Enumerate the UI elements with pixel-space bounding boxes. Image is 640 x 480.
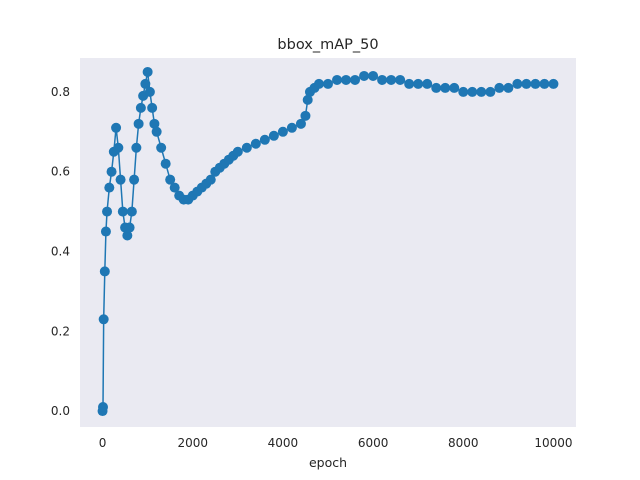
data-point [341, 74, 352, 85]
data-point [205, 174, 216, 185]
data-point [99, 266, 110, 277]
data-point [530, 78, 541, 89]
data-point [302, 94, 313, 105]
data-point [115, 174, 126, 185]
data-point [98, 314, 109, 325]
x-tick-label: 0 [99, 436, 107, 450]
data-point [131, 142, 142, 153]
data-point [413, 78, 424, 89]
x-axis: 0 2000 4000 6000 8000 10000 [99, 436, 573, 450]
data-point [512, 78, 523, 89]
data-point [449, 82, 460, 93]
data-point [386, 74, 397, 85]
data-point [149, 118, 160, 129]
data-point [332, 74, 343, 85]
y-tick-label: 0.6 [51, 165, 70, 179]
data-point [286, 122, 297, 133]
data-point [133, 118, 144, 129]
data-point [165, 174, 176, 185]
data-point [295, 118, 306, 129]
data-point [135, 102, 146, 113]
series-layer [97, 66, 559, 417]
data-point [144, 86, 155, 97]
y-tick-label: 0.0 [51, 404, 70, 418]
data-point [156, 142, 167, 153]
data-point [126, 206, 137, 217]
data-point [250, 138, 261, 149]
data-point [377, 74, 388, 85]
data-point [467, 86, 478, 97]
data-point [431, 82, 442, 93]
x-tick-label: 4000 [268, 436, 299, 450]
data-point [122, 230, 133, 241]
x-axis-label: epoch [309, 455, 347, 470]
data-point [169, 182, 180, 193]
data-point [142, 66, 153, 77]
data-point [404, 78, 415, 89]
data-point [160, 158, 171, 169]
data-point [100, 226, 111, 237]
data-point [503, 82, 514, 93]
data-point [104, 182, 115, 193]
x-tick-label: 2000 [177, 436, 208, 450]
data-point [368, 70, 379, 81]
data-point [147, 102, 158, 113]
data-point [113, 142, 124, 153]
data-point [521, 78, 532, 89]
data-point [151, 126, 162, 137]
data-point [323, 78, 333, 89]
data-point [300, 110, 311, 121]
data-point [140, 78, 151, 89]
x-tick-label: 10000 [534, 436, 572, 450]
data-point [98, 402, 108, 413]
chart-title: bbox_mAP_50 [277, 37, 378, 53]
data-point [494, 82, 505, 93]
y-tick-label: 0.4 [51, 244, 70, 258]
data-point [539, 78, 550, 89]
data-point [422, 78, 433, 89]
y-axis: 0.0 0.2 0.4 0.6 0.8 [51, 85, 70, 418]
data-point [548, 78, 559, 89]
data-point [395, 74, 406, 85]
data-point [111, 122, 122, 133]
y-tick-label: 0.8 [51, 85, 70, 99]
data-point [106, 166, 117, 177]
data-point [476, 86, 487, 97]
data-point [102, 206, 113, 217]
data-point [313, 78, 324, 89]
plot-background [80, 58, 576, 427]
data-point [458, 86, 469, 97]
data-point [268, 130, 279, 141]
data-point [259, 134, 270, 145]
data-point [117, 206, 128, 217]
data-point [241, 142, 252, 153]
data-point [277, 126, 288, 137]
x-tick-label: 6000 [358, 436, 389, 450]
data-point [485, 86, 496, 97]
data-point [359, 70, 370, 81]
data-point [124, 222, 135, 233]
data-point [350, 74, 361, 85]
data-point [440, 82, 451, 93]
y-tick-label: 0.2 [51, 324, 70, 338]
data-point [232, 146, 243, 157]
data-point [129, 174, 140, 185]
x-tick-label: 8000 [448, 436, 479, 450]
